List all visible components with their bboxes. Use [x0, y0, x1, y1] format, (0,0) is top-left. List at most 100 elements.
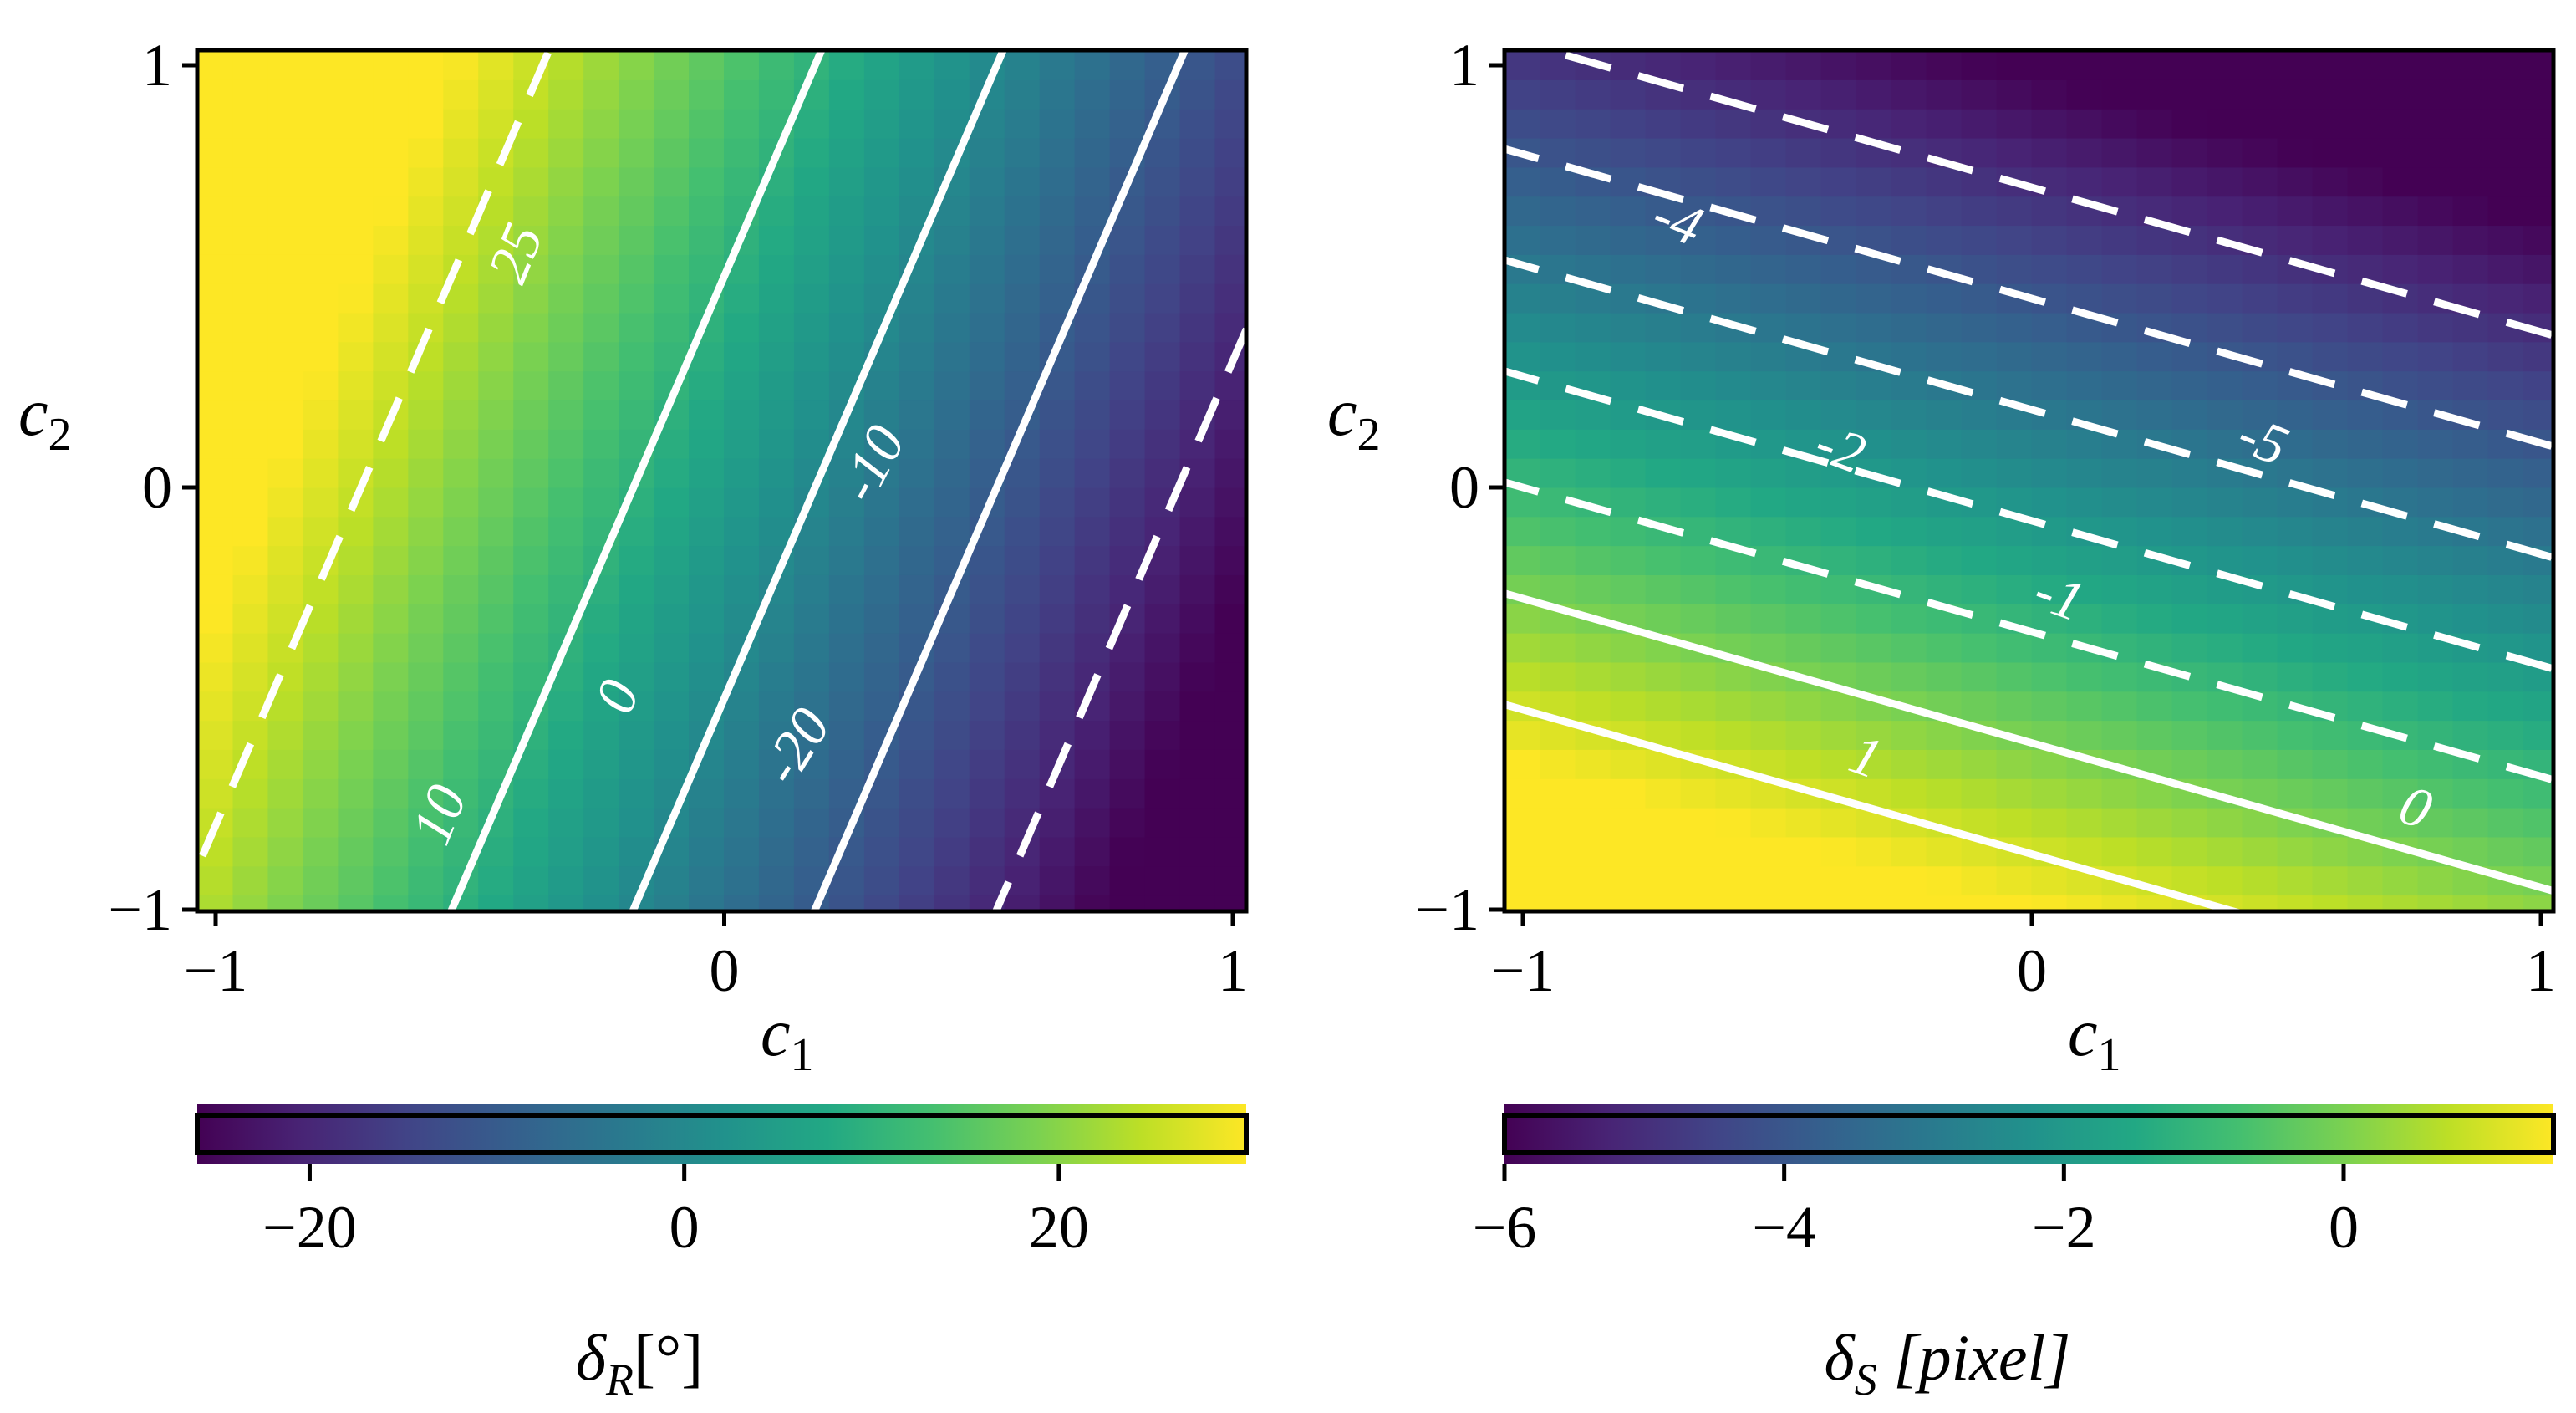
heatmap-cell	[969, 283, 1005, 314]
y-axis-label: c2	[18, 376, 72, 461]
heatmap-cell	[303, 428, 339, 459]
heatmap-cell	[548, 545, 585, 575]
heatmap-cell	[758, 341, 795, 372]
heatmap-cell	[863, 516, 900, 547]
heatmap-cell	[619, 720, 655, 750]
heatmap-cell	[1144, 661, 1181, 692]
heatmap-cell	[197, 778, 234, 809]
heatmap-cell	[2347, 108, 2384, 139]
heatmap-cell	[899, 720, 935, 750]
heatmap-cell	[1891, 225, 1927, 255]
heatmap-cell	[1504, 50, 1541, 80]
heatmap-cell	[338, 632, 374, 663]
heatmap-cell	[1785, 836, 1822, 867]
heatmap-cell	[828, 79, 865, 110]
heatmap-cell	[2207, 370, 2243, 401]
heatmap-cell	[2452, 428, 2489, 459]
heatmap-cell	[793, 778, 830, 809]
heatmap-cell	[408, 865, 445, 896]
heatmap-cell	[863, 807, 900, 838]
heatmap-cell	[1109, 108, 1146, 139]
heatmap-cell	[1820, 312, 1857, 343]
heatmap-cell	[513, 457, 550, 488]
heatmap-cell	[619, 748, 655, 779]
heatmap-cell	[2171, 79, 2208, 110]
heatmap-cell	[338, 253, 374, 284]
heatmap-cell	[1856, 196, 1892, 227]
heatmap-cell	[1144, 312, 1181, 343]
heatmap-cell	[583, 895, 620, 911]
heatmap-cell	[1891, 79, 1927, 110]
heatmap-cell	[1750, 603, 1787, 634]
heatmap-cell	[899, 603, 935, 634]
heatmap-cell	[1891, 166, 1927, 197]
heatmap-cell	[1039, 836, 1076, 867]
heatmap-cell	[2487, 400, 2524, 430]
heatmap-cell	[689, 196, 725, 227]
heatmap-cell	[2277, 428, 2314, 459]
heatmap-cell	[1926, 196, 1963, 227]
heatmap-cell	[478, 720, 515, 750]
heatmap-cell	[1540, 341, 1576, 372]
heatmap-cell	[2207, 487, 2243, 518]
x-axis-ticks: −1 0 1	[1491, 911, 2556, 1004]
heatmap-cell	[2523, 137, 2553, 168]
contour-line	[1504, 478, 2553, 784]
heatmap-cell	[2277, 196, 2314, 227]
heatmap-cell	[513, 370, 550, 401]
contour-line	[1504, 700, 2248, 911]
heatmap-cell	[1680, 312, 1717, 343]
heatmap-cell	[373, 370, 410, 401]
heatmap-cell	[303, 283, 339, 314]
heatmap-cell	[2487, 778, 2524, 809]
heatmap-cell	[1039, 487, 1076, 518]
heatmap-cell	[934, 691, 970, 722]
heatmap-cell	[2242, 428, 2278, 459]
heatmap-cell	[2277, 632, 2314, 663]
heatmap-cell	[1891, 428, 1927, 459]
heatmap-cell	[1540, 516, 1576, 547]
y-axis-label: c2	[1327, 376, 1381, 461]
heatmap-cell	[2347, 691, 2384, 722]
heatmap-cell	[2417, 312, 2454, 343]
heatmap-cell	[1680, 574, 1717, 604]
heatmap-cell	[1680, 516, 1717, 547]
heatmap-cell	[1179, 632, 1216, 663]
heatmap-cell	[899, 836, 935, 867]
heatmap-cell	[1039, 400, 1076, 430]
heatmap-cell	[267, 807, 304, 838]
heatmap-cell	[899, 865, 935, 896]
heatmap-cell	[619, 400, 655, 430]
x-axis-label: c1	[2068, 997, 2121, 1081]
heatmap-cell	[443, 487, 480, 518]
heatmap-cell	[2452, 457, 2489, 488]
heatmap-cell	[408, 487, 445, 518]
heatmap-cell	[1961, 196, 1998, 227]
heatmap-cell	[1575, 225, 1611, 255]
heatmap-cell	[2312, 108, 2349, 139]
heatmap-cell	[267, 370, 304, 401]
heatmap-cell	[303, 778, 339, 809]
heatmap-cell	[2242, 137, 2278, 168]
heatmap-cell	[1961, 457, 1998, 488]
heatmap-cell	[1996, 574, 2033, 604]
heatmap-cell	[2207, 603, 2243, 634]
heatmap-cell	[1004, 748, 1041, 779]
heatmap-cell	[373, 225, 410, 255]
heatmap-cell	[828, 283, 865, 314]
heatmap-cell	[1996, 225, 2033, 255]
heatmap-cell	[1750, 137, 1787, 168]
heatmap-cell	[689, 79, 725, 110]
heatmap-cell	[443, 807, 480, 838]
heatmap-cell	[2101, 253, 2138, 284]
heatmap-cell	[2136, 516, 2173, 547]
heatmap-cell	[1785, 50, 1822, 80]
heatmap-cell	[1820, 137, 1857, 168]
heatmap-cell	[758, 400, 795, 430]
heatmap-cell	[1074, 865, 1111, 896]
heatmap-cell	[1680, 253, 1717, 284]
heatmap-cell	[2312, 428, 2349, 459]
heatmap-cell	[1785, 865, 1822, 896]
heatmap-cell	[1785, 516, 1822, 547]
heatmap-cell	[724, 516, 760, 547]
